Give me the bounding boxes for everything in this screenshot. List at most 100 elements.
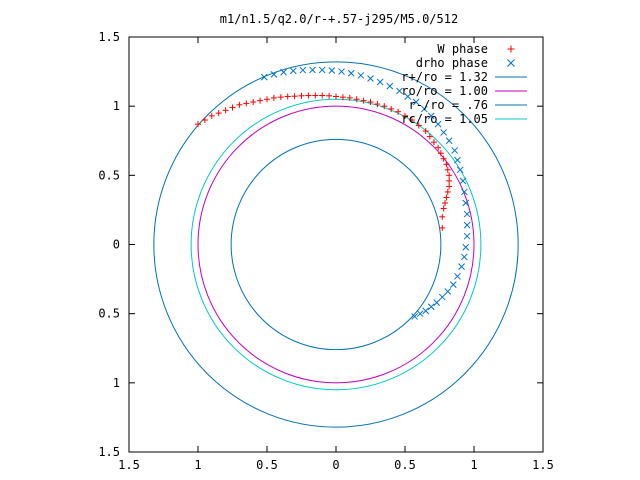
drho-phase-point	[451, 147, 459, 154]
w-phase-point	[440, 155, 447, 162]
drho-phase-point	[460, 188, 468, 196]
w-phase-point	[201, 117, 208, 123]
w-phase-point	[305, 92, 312, 99]
drho-phase-point	[454, 272, 461, 280]
w-phase-point	[443, 194, 450, 201]
drho-phase-point	[386, 82, 394, 90]
drho-phase-point	[427, 112, 435, 120]
drho-phase-point	[427, 303, 435, 311]
drho-phase-point	[459, 177, 467, 185]
w-phase-point	[408, 117, 415, 123]
w-phase-point	[333, 93, 339, 100]
w-phase-point	[426, 133, 433, 140]
drho-phase-point	[299, 66, 307, 74]
w-phase-point	[415, 122, 422, 129]
drho-phase-point	[411, 313, 419, 320]
legend-label-ro-ro-1-00: ro/ro = 1.00	[401, 84, 488, 98]
w-phase-point	[440, 205, 447, 212]
drho-phase-point	[416, 310, 424, 318]
w-phase-point	[367, 99, 374, 106]
drho-phase-point	[280, 68, 287, 76]
circle-rc-ro-1-05	[190, 98, 482, 391]
x-tick-label: 0.5	[394, 458, 416, 472]
w-phase-point	[444, 166, 451, 173]
drho-phase-point	[463, 210, 471, 218]
x-tick-label: 1.5	[532, 458, 554, 472]
w-phase-point	[437, 150, 444, 157]
w-phase-point	[236, 101, 243, 108]
drho-phase-point	[357, 72, 365, 79]
y-tick-label: 1.5	[98, 30, 120, 44]
w-phase-point	[339, 94, 346, 101]
drho-phase-point	[328, 67, 336, 74]
drho-phase-point	[434, 120, 442, 128]
w-phase-point	[374, 101, 381, 108]
w-phase-point	[360, 97, 367, 104]
x-tick-label: 1	[194, 458, 201, 472]
w-phase-point	[298, 92, 305, 99]
drho-phase-point	[289, 67, 297, 75]
w-phase-point	[229, 104, 236, 111]
circle-ro-ro-1-00	[197, 105, 475, 384]
w-phase-point	[446, 183, 453, 190]
w-phase-point	[195, 121, 201, 128]
drho-phase-point	[462, 243, 470, 251]
w-phase-point	[446, 172, 453, 179]
legend-label-drho-phase: drho phase	[416, 56, 488, 70]
drho-phase-point	[456, 166, 464, 174]
w-phase-point	[257, 97, 264, 104]
w-phase-point	[439, 224, 446, 231]
w-phase-point	[430, 139, 437, 146]
drho-phase-point	[454, 156, 461, 164]
w-phase-point	[264, 96, 270, 103]
w-phase-point	[312, 92, 319, 99]
y-tick-label: 1.5	[98, 445, 120, 459]
drho-phase-point	[458, 263, 465, 270]
drho-phase-point	[318, 66, 326, 74]
drho-phase-point	[462, 199, 470, 207]
drho-phase-point	[422, 307, 430, 315]
drho-phase-point	[412, 98, 420, 106]
w-phase-point	[319, 92, 326, 99]
w-phase-point	[444, 188, 451, 195]
w-phase-point	[388, 105, 395, 112]
drho-phase-point	[420, 105, 428, 113]
legend-sample-w-phase	[507, 45, 515, 53]
drho-phase-point	[460, 253, 468, 261]
drho-phase-point	[463, 232, 471, 240]
drho-phase-point	[309, 66, 316, 74]
legend-label-r-ro-1-32: r+/ro = 1.32	[401, 70, 488, 84]
y-tick-label: 0	[113, 238, 120, 252]
y-tick-label: 0.5	[98, 168, 120, 182]
legend-label-rc-ro-1-05: rc/ro = 1.05	[401, 112, 488, 126]
w-phase-point	[439, 213, 446, 220]
drho-phase-point	[438, 293, 446, 301]
w-phase-point	[395, 108, 402, 115]
y-tick-label: 1	[113, 99, 120, 113]
w-phase-point	[277, 94, 284, 101]
drho-phase-point	[449, 281, 457, 288]
drho-phase-point	[338, 68, 345, 75]
y-tick-label: 1	[113, 376, 120, 390]
w-phase-point	[381, 103, 388, 110]
axes: 1.5 1 0.5 0 0.5 1 1.51.510.500.511.5	[98, 30, 554, 472]
drho-phase-point	[445, 137, 453, 145]
legend-label-r-ro-76: r-/ro = .76	[409, 98, 488, 112]
w-phase-point	[442, 200, 449, 206]
w-phase-point	[402, 112, 408, 119]
w-phase-point	[446, 177, 453, 184]
w-phase-point	[243, 100, 250, 107]
w-phase-point	[208, 112, 215, 119]
legend-label-w-phase: W phase	[437, 42, 488, 56]
chart-title: m1/n1.5/q2.0/r-+.57-j295/M5.0/512	[220, 12, 458, 26]
drho-phase-point	[376, 78, 384, 86]
circle-r-ro-1-32	[153, 61, 519, 428]
x-tick-label: 1.5	[118, 458, 140, 472]
w-phase-point	[250, 99, 257, 106]
w-phase-point	[435, 144, 442, 151]
w-phase-point	[284, 93, 291, 100]
w-phase-point	[215, 110, 222, 117]
x-tick-label: 0	[332, 458, 339, 472]
